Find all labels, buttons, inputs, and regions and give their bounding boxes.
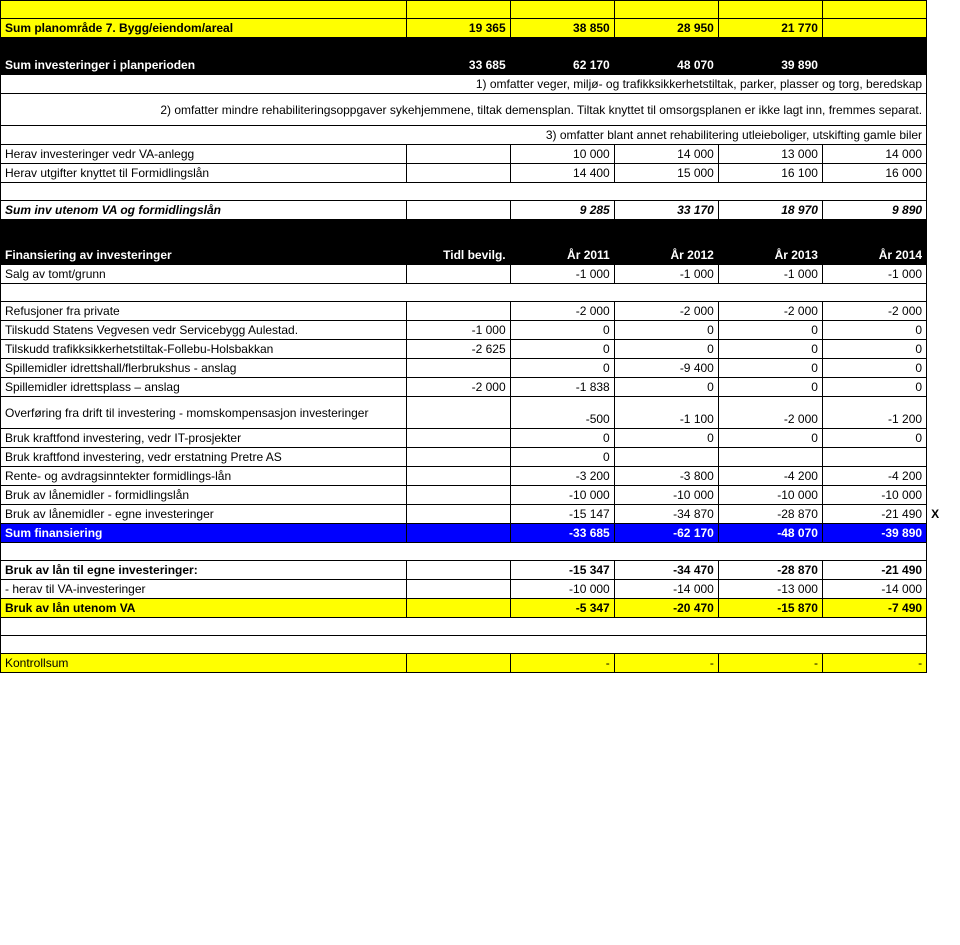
spacer [1, 636, 960, 654]
sum-plan-row: Sum planområde 7. Bygg/eiendom/areal 19 … [1, 19, 960, 38]
spacer [1, 543, 960, 561]
kraft-pretre-row: Bruk kraftfond investering, vedr erstatn… [1, 448, 960, 467]
spacer [1, 183, 960, 201]
fin-header: Finansiering av investeringer Tidl bevil… [1, 246, 960, 265]
tilskudd-veg-row: Tilskudd Statens Vegvesen vedr Serviceby… [1, 321, 960, 340]
ref-row: Refusjoner fra private -2 000 -2 000 -2 … [1, 302, 960, 321]
note-3: 3) omfatter blant annet rehabilitering u… [1, 126, 960, 145]
bruk-utenom-row: Bruk av lån utenom VA -5 347 -20 470 -15… [1, 599, 960, 618]
black-spacer [1, 220, 960, 246]
rente-row: Rente- og avdragsinntekter formidlings-l… [1, 467, 960, 486]
black-spacer [1, 38, 960, 56]
budget-table: Sum planområde 7. Bygg/eiendom/areal 19 … [0, 0, 960, 673]
sum-inv-row: Sum investeringer i planperioden 33 685 … [1, 56, 960, 75]
spacer [1, 284, 960, 302]
overf-row: Overføring fra drift til investering - m… [1, 397, 960, 429]
bruk-lan-row: Bruk av lån til egne investeringer: -15 … [1, 561, 960, 580]
sum-plan-label: Sum planområde 7. Bygg/eiendom/areal [1, 19, 407, 38]
x-marker: X [927, 505, 960, 524]
salg-row: Salg av tomt/grunn -1 000 -1 000 -1 000 … [1, 265, 960, 284]
kontroll-row: Kontrollsum - - - - [1, 654, 960, 673]
kraft-it-row: Bruk kraftfond investering, vedr IT-pros… [1, 429, 960, 448]
tilskudd-trafikk-row: Tilskudd trafikksikkerhetstiltak-Follebu… [1, 340, 960, 359]
herav-form-row: Herav utgifter knyttet til Formidlingslå… [1, 164, 960, 183]
sum-fin-row: Sum finansiering -33 685 -62 170 -48 070… [1, 524, 960, 543]
herav-va-row: Herav investeringer vedr VA-anlegg 10 00… [1, 145, 960, 164]
spacer [1, 618, 960, 636]
note-2: 2) omfatter mindre rehabiliteringsoppgav… [1, 94, 960, 126]
sum-utenom-row: Sum inv utenom VA og formidlingslån 9 28… [1, 201, 960, 220]
note-1: 1) omfatter veger, miljø- og trafikksikk… [1, 75, 960, 94]
spille-hall-row: Spillemidler idrettshall/flerbrukshus - … [1, 359, 960, 378]
herav-va2-row: - herav til VA-investeringer -10 000 -14… [1, 580, 960, 599]
lan-form-row: Bruk av lånemidler - formidlingslån -10 … [1, 486, 960, 505]
spacer-row [1, 1, 960, 19]
lan-egne-row: Bruk av lånemidler - egne investeringer … [1, 505, 960, 524]
spille-plass-row: Spillemidler idrettsplass – anslag -2 00… [1, 378, 960, 397]
